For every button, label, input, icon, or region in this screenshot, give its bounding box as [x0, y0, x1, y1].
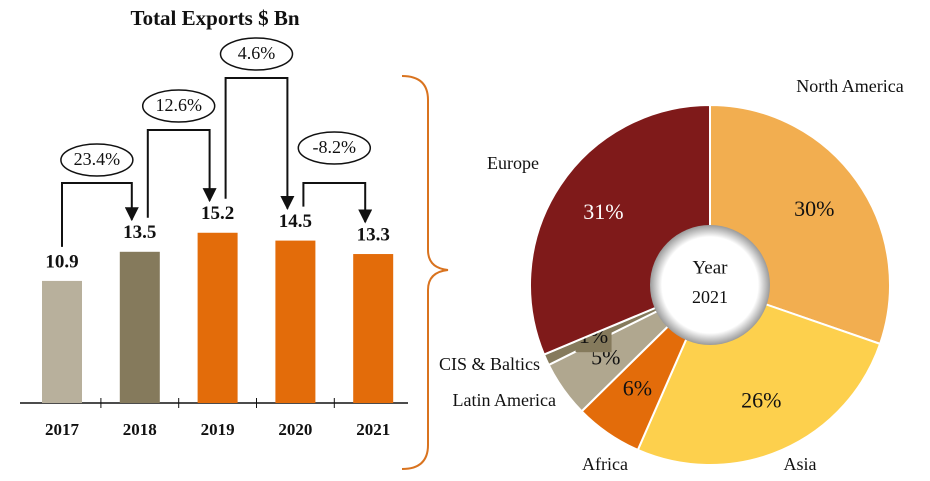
- pie-category-label: Africa: [582, 454, 628, 474]
- growth-label: -8.2%: [313, 137, 357, 157]
- pie-category-label: Latin America: [453, 390, 556, 410]
- bar: [275, 240, 316, 403]
- pie-value-label: 30%: [794, 196, 834, 221]
- growth-oval: [60, 143, 134, 177]
- pie-category-label: CIS & Baltics: [439, 354, 540, 374]
- pie-value-label: 26%: [741, 387, 781, 412]
- brace: [401, 75, 449, 470]
- pie-value-label: 31%: [583, 199, 623, 224]
- pie-category-label: North America: [796, 76, 903, 96]
- growth-label: 4.6%: [238, 43, 276, 63]
- growth-oval: [141, 89, 216, 123]
- growth-label: 23.4%: [74, 149, 121, 169]
- pie-category-label: Asia: [784, 454, 817, 474]
- donut-hole: [650, 225, 770, 345]
- growth-arrow: [224, 77, 295, 210]
- value-label: 15.2: [201, 203, 234, 224]
- x-tick-label: 2019: [201, 420, 235, 439]
- center-label: Year: [692, 257, 728, 278]
- pie-value-label: 6%: [623, 375, 652, 400]
- value-label: 13.5: [123, 222, 156, 243]
- growth-oval: [219, 37, 294, 71]
- growth-oval: [297, 131, 372, 165]
- growth-label: 12.6%: [155, 95, 202, 115]
- growth-arrow: [302, 182, 373, 224]
- x-tick-label: 2017: [45, 420, 80, 439]
- bar: [353, 254, 394, 403]
- x-tick-label: 2020: [278, 420, 312, 439]
- x-tick-label: 2018: [123, 420, 157, 439]
- center-label: 2021: [692, 287, 728, 307]
- x-tick-label: 2021: [356, 420, 390, 439]
- bar: [42, 280, 82, 403]
- bar: [197, 232, 238, 403]
- chart-title: Total Exports $ Bn: [130, 6, 299, 30]
- growth-arrow: [146, 129, 217, 218]
- growth-arrow: [61, 182, 139, 247]
- bar: [119, 251, 160, 403]
- value-label: 14.5: [279, 211, 312, 232]
- value-label: 13.3: [357, 224, 390, 245]
- value-label: 10.9: [45, 251, 78, 272]
- pie-category-label: Europe: [487, 153, 539, 173]
